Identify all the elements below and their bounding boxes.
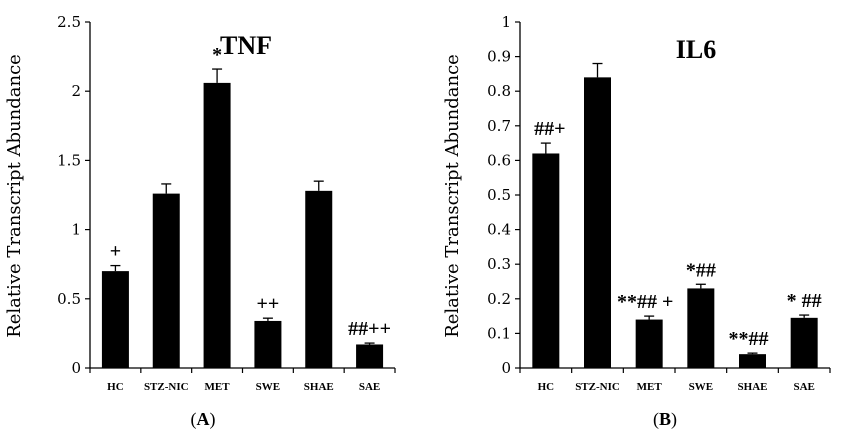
x-tick-label: MET — [637, 381, 663, 393]
chart-tnf: Relative Transcript Abundance 0 0.5 1 1.5 2 2… — [4, 13, 396, 430]
bar-shae — [739, 354, 766, 368]
x-tick-label: HC — [538, 381, 555, 393]
significance-marker: + — [110, 241, 121, 263]
x-tick-label: SWE — [256, 381, 280, 393]
y-tick-label: 0.7 — [487, 117, 511, 135]
axes-il6: 0 0.1 0.2 0.3 0.4 0.5 0.6 0.7 0.8 0.9 1 — [487, 13, 831, 377]
y-tick-label: 1 — [71, 221, 81, 239]
x-tick-label: MET — [205, 381, 231, 393]
category-labels-tnf: HC STZ-NIC MET SWE SHAE SAE — [107, 381, 380, 393]
y-tick-label: 0.2 — [487, 290, 511, 308]
y-tick-label: 0.5 — [57, 290, 81, 308]
x-tick-label: STZ-NIC — [575, 381, 620, 393]
y-axis-label-il6: Relative Transcript Abundance — [442, 54, 463, 338]
significance-marker: ##++ — [348, 318, 391, 340]
bar-stz-nic — [152, 193, 180, 368]
y-tick-label: 2.5 — [57, 13, 81, 31]
y-tick-label: 0.3 — [487, 255, 511, 273]
y-tick-label: 0.4 — [487, 221, 511, 239]
bar-sae — [356, 344, 384, 368]
y-tick-label: 0.5 — [487, 186, 511, 204]
significance-markers-tnf: + * ++ ##++ — [110, 44, 391, 340]
bars-il6 — [532, 62, 818, 369]
x-tick-label: SWE — [689, 381, 713, 393]
y-tick-label: 1 — [501, 13, 511, 31]
significance-markers-il6: ##+ **## + *## **## * ## — [534, 118, 822, 350]
y-tick-label: 0 — [71, 359, 81, 377]
y-tick-label: 1.5 — [57, 151, 81, 169]
category-labels-il6: HC STZ-NIC MET SWE SHAE SAE — [538, 381, 815, 393]
significance-marker: **## — [729, 328, 769, 350]
axes-tnf: 0 0.5 1 1.5 2 2.5 — [57, 13, 396, 377]
y-tick-label: 2 — [71, 82, 81, 100]
x-tick-label: SAE — [359, 381, 380, 393]
y-axis-label-tnf: Relative Transcript Abundance — [4, 54, 25, 338]
x-tick-label: SHAE — [738, 381, 768, 393]
panel-label-b: (B) — [653, 409, 677, 430]
significance-marker: * — [212, 44, 222, 66]
bar-swe — [687, 288, 715, 368]
bar-stz-nic — [584, 77, 611, 369]
x-tick-label: SAE — [793, 381, 814, 393]
significance-marker: *## — [686, 259, 716, 281]
x-tick-label: STZ-NIC — [144, 381, 189, 393]
significance-marker: **## + — [617, 291, 673, 313]
panel-letter-a: A — [197, 409, 210, 429]
bar-hc — [532, 153, 560, 368]
significance-marker: ##+ — [534, 118, 565, 140]
chart-il6: Relative Transcript Abundance 0 0.1 0.2 0.3… — [442, 13, 831, 430]
y-tick-label: 0 — [501, 359, 511, 377]
bars-tnf — [101, 68, 384, 368]
chart-title-il6: IL6 — [676, 35, 716, 64]
bar-swe — [254, 320, 282, 368]
bar-met — [203, 82, 231, 368]
significance-marker: ++ — [257, 293, 280, 315]
chart-title-tnf: TNF — [220, 31, 272, 60]
y-tick-label: 0.1 — [487, 324, 511, 342]
y-tick-label: 0.6 — [487, 151, 511, 169]
bar-hc — [101, 271, 129, 368]
bar-shae — [305, 190, 333, 368]
x-tick-label: SHAE — [304, 381, 334, 393]
x-tick-label: HC — [107, 381, 124, 393]
bar-met — [635, 319, 663, 368]
bar-sae — [790, 317, 818, 368]
y-tick-label: 0.8 — [487, 82, 511, 100]
significance-marker: * ## — [787, 290, 822, 312]
y-tick-label: 0.9 — [487, 48, 511, 66]
panel-label-a: (A) — [191, 409, 216, 430]
panel-letter-b: B — [659, 409, 671, 429]
